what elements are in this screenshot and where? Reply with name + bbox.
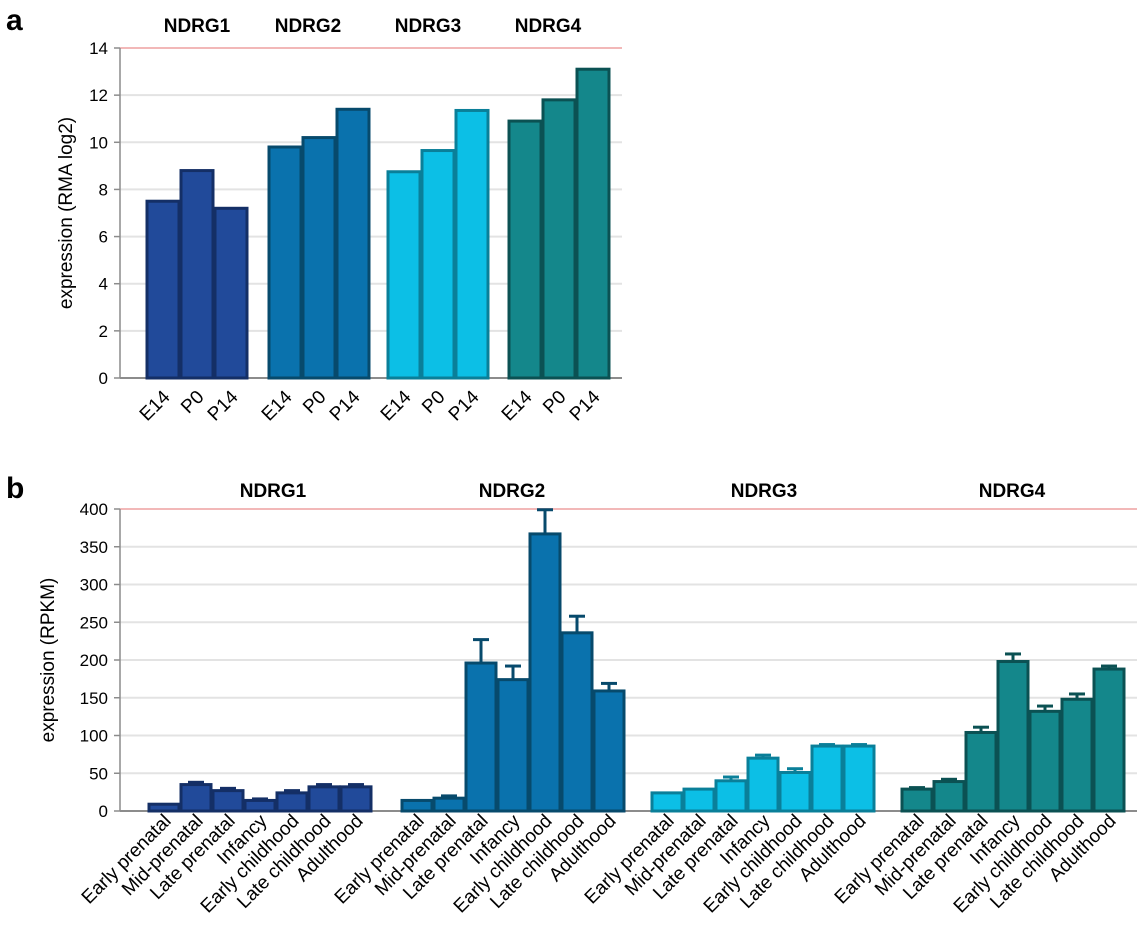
bar-ndrg2 bbox=[496, 678, 530, 813]
y-tick-label: 350 bbox=[80, 538, 108, 557]
y-tick-label: 14 bbox=[89, 39, 108, 58]
bar-ndrg4 bbox=[1028, 709, 1062, 813]
group-title-ndrg3: NDRG3 bbox=[731, 481, 798, 502]
bar-ndrg2 bbox=[464, 661, 498, 813]
bar-ndrg3 bbox=[420, 149, 456, 380]
x-tick-label: P0 bbox=[539, 387, 570, 418]
x-tick-label: P14 bbox=[445, 386, 484, 425]
bar-ndrg3 bbox=[778, 770, 812, 813]
y-tick-label: 300 bbox=[80, 576, 108, 595]
x-tick-label: P0 bbox=[299, 387, 330, 418]
x-tick-label: P14 bbox=[204, 386, 243, 425]
bar-ndrg1 bbox=[275, 791, 309, 813]
y-tick-label: 2 bbox=[99, 322, 108, 341]
bar-ndrg1 bbox=[339, 785, 373, 813]
bar-ndrg2 bbox=[528, 532, 562, 813]
y-tick-label: 6 bbox=[99, 228, 108, 247]
bar-ndrg3 bbox=[454, 108, 490, 380]
bar-ndrg1 bbox=[179, 169, 215, 380]
y-tick-label: 4 bbox=[99, 275, 108, 294]
bar-ndrg3 bbox=[650, 791, 684, 813]
x-tick-label: E14 bbox=[498, 386, 537, 425]
group-title-ndrg1: NDRG1 bbox=[164, 16, 231, 37]
bar-ndrg3 bbox=[714, 779, 748, 813]
bar-ndrg4 bbox=[541, 98, 577, 380]
group-title-ndrg4: NDRG4 bbox=[515, 16, 582, 37]
bar-ndrg3 bbox=[682, 787, 716, 813]
x-tick-label: E14 bbox=[136, 386, 175, 425]
bar-ndrg4 bbox=[996, 660, 1030, 813]
bar-ndrg4 bbox=[932, 780, 966, 813]
bar-ndrg2 bbox=[592, 689, 626, 813]
group-title-ndrg2: NDRG2 bbox=[479, 481, 546, 502]
y-tick-label: 50 bbox=[89, 764, 108, 783]
y-axis-title: expression (RMA log2) bbox=[56, 117, 77, 309]
y-tick-label: 200 bbox=[80, 651, 108, 670]
bar-ndrg2 bbox=[267, 145, 303, 380]
panel-letter: a bbox=[6, 4, 23, 37]
bar-ndrg1 bbox=[145, 199, 181, 380]
x-tick-label: P14 bbox=[326, 386, 365, 425]
bar-ndrg4 bbox=[575, 67, 611, 380]
bar-ndrg1 bbox=[307, 785, 341, 813]
y-tick-label: 100 bbox=[80, 727, 108, 746]
bar-ndrg4 bbox=[900, 787, 934, 813]
group-title-ndrg1: NDRG1 bbox=[240, 481, 307, 502]
bar-ndrg1 bbox=[147, 802, 181, 813]
y-tick-label: 0 bbox=[99, 369, 108, 388]
y-axis-title: expression (RPKM) bbox=[38, 578, 59, 743]
x-tick-label: E14 bbox=[377, 386, 416, 425]
group-title-ndrg4: NDRG4 bbox=[979, 481, 1046, 502]
x-tick-label: P0 bbox=[418, 387, 449, 418]
y-tick-label: 250 bbox=[80, 613, 108, 632]
bar-ndrg2 bbox=[400, 798, 434, 813]
bar-ndrg3 bbox=[746, 756, 780, 813]
panel-letter: b bbox=[6, 472, 24, 505]
bar-ndrg1 bbox=[211, 789, 245, 813]
group-title-ndrg2: NDRG2 bbox=[275, 16, 342, 37]
bar-ndrg1 bbox=[213, 206, 249, 380]
y-tick-label: 12 bbox=[89, 86, 108, 105]
bar-ndrg1 bbox=[179, 783, 213, 813]
bar-ndrg3 bbox=[842, 744, 876, 813]
y-tick-label: 0 bbox=[99, 802, 108, 821]
y-tick-label: 8 bbox=[99, 180, 108, 199]
bar-ndrg3 bbox=[810, 744, 844, 813]
bar-ndrg4 bbox=[964, 730, 998, 813]
bar-ndrg2 bbox=[560, 631, 594, 813]
bar-ndrg1 bbox=[243, 798, 277, 813]
x-tick-label: P0 bbox=[177, 387, 208, 418]
y-tick-label: 400 bbox=[80, 500, 108, 519]
bar-ndrg2 bbox=[432, 796, 466, 813]
bar-ndrg4 bbox=[507, 119, 543, 380]
bar-ndrg4 bbox=[1092, 667, 1126, 813]
group-title-ndrg3: NDRG3 bbox=[395, 16, 462, 37]
bar-ndrg2 bbox=[301, 136, 337, 380]
y-tick-label: 10 bbox=[89, 133, 108, 152]
x-tick-label: P14 bbox=[566, 386, 605, 425]
y-tick-label: 150 bbox=[80, 689, 108, 708]
x-tick-label: E14 bbox=[258, 386, 297, 425]
bar-ndrg3 bbox=[386, 170, 422, 380]
bar-ndrg4 bbox=[1060, 697, 1094, 813]
bar-ndrg2 bbox=[335, 107, 371, 380]
